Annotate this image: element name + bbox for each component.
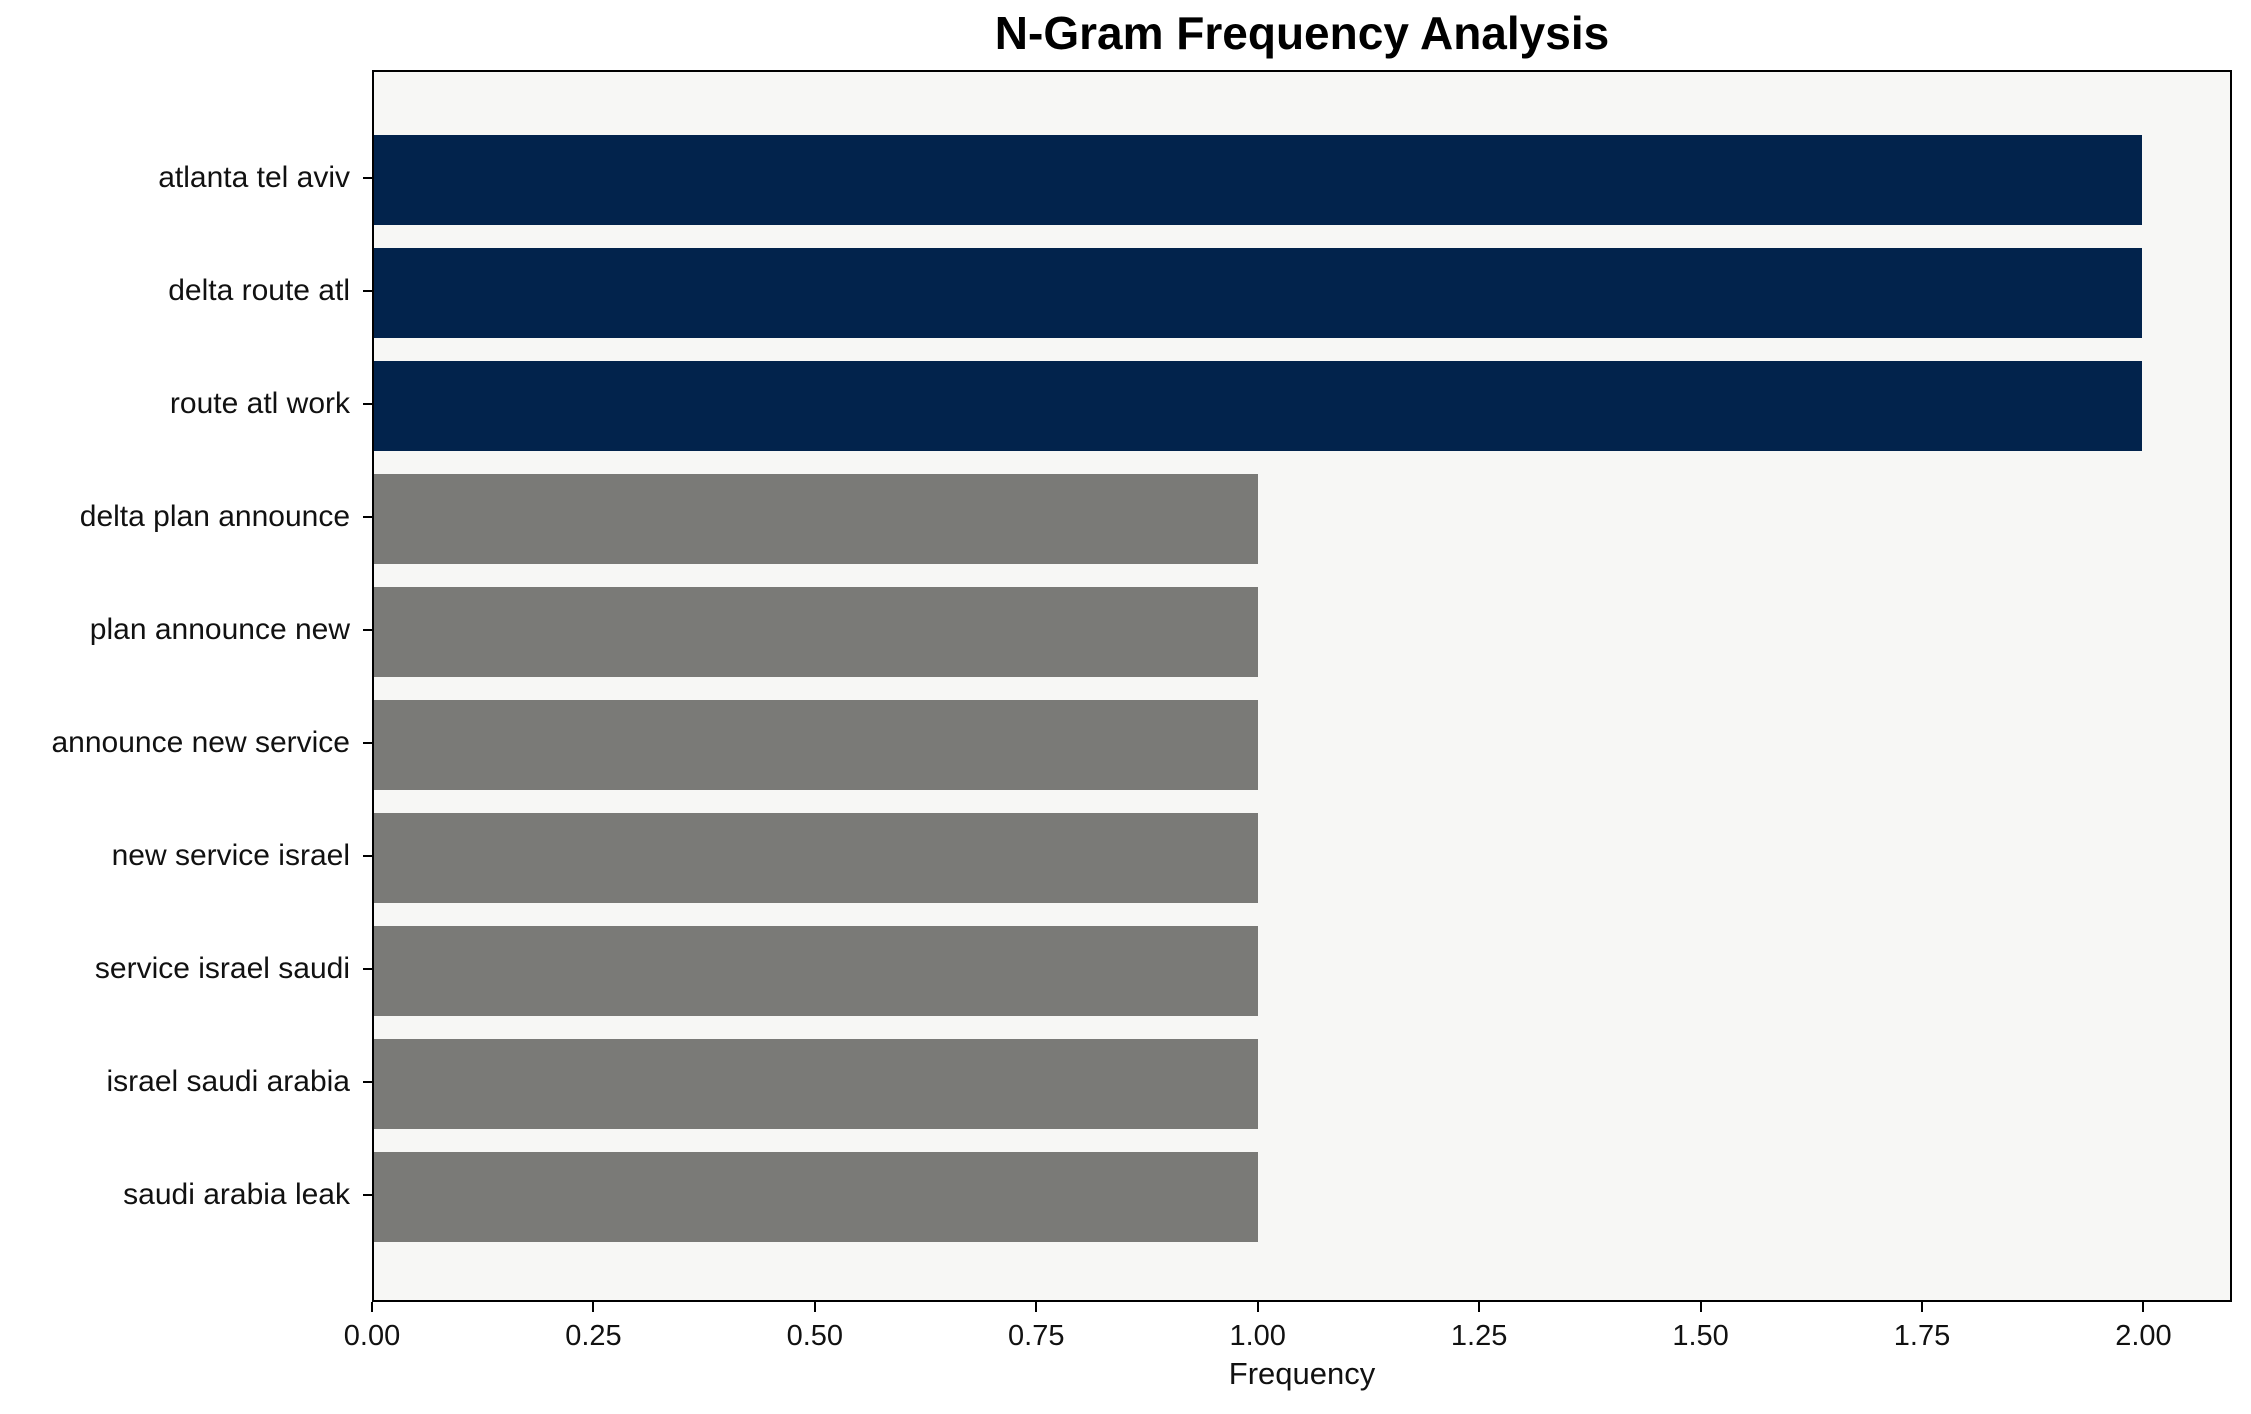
y-tick [363,515,372,518]
plot-area [372,70,2232,1302]
y-tick-label: new service israel [111,838,350,872]
y-tick-label: atlanta tel aviv [158,160,350,194]
x-tick-label: 1.25 [1450,1320,1508,1352]
y-tick-label: delta route atl [168,273,350,307]
x-tick-label: 0.00 [343,1320,401,1352]
bar-new-service-israel [374,812,1258,903]
chart-title: N-Gram Frequency Analysis [994,7,1610,59]
bar-delta-route-atl [374,247,2142,338]
x-tick [1035,1302,1038,1312]
y-tick [363,402,372,405]
y-tick-label: plan announce new [89,612,350,646]
y-tick [363,741,372,744]
y-tick-label: announce new service [51,725,350,759]
y-tick [363,967,372,970]
y-tick [363,628,372,631]
y-tick-label: saudi arabia leak [123,1177,350,1211]
x-tick [2142,1302,2145,1312]
x-tick-label: 0.50 [786,1320,844,1352]
x-tick [813,1302,816,1312]
y-tick-label: service israel saudi [94,951,350,985]
x-tick [592,1302,595,1312]
bar-atlanta-tel-aviv [374,134,2142,225]
x-tick-label: 0.75 [1008,1320,1065,1352]
y-tick [363,1193,372,1196]
x-tick-label: 2.00 [2115,1320,2172,1352]
y-tick-label: route atl work [169,386,350,420]
x-tick [1256,1302,1259,1312]
bar-announce-new-service [374,699,1258,790]
y-tick [363,289,372,292]
y-tick-label: israel saudi arabia [106,1064,350,1098]
y-tick [363,854,372,857]
x-tick-label: 1.50 [1672,1320,1729,1352]
x-tick [1699,1302,1702,1312]
x-tick [371,1302,373,1312]
x-tick-label: 0.25 [565,1320,622,1352]
bar-service-israel-saudi [374,925,1258,1016]
bar-saudi-arabia-leak [374,1151,1258,1242]
y-tick [363,1080,372,1083]
bar-plan-announce-new [374,586,1258,677]
bar-route-atl-work [374,360,2142,451]
x-axis-title: Frequency [1228,1356,1376,1391]
x-tick [1478,1302,1481,1312]
y-tick-label: delta plan announce [79,499,350,533]
x-tick [1921,1302,1923,1312]
bar-delta-plan-announce [374,473,1258,564]
y-tick [363,176,372,179]
x-tick-label: 1.00 [1229,1320,1286,1352]
bar-israel-saudi-arabia [374,1038,1258,1129]
x-tick-label: 1.75 [1893,1320,1951,1352]
